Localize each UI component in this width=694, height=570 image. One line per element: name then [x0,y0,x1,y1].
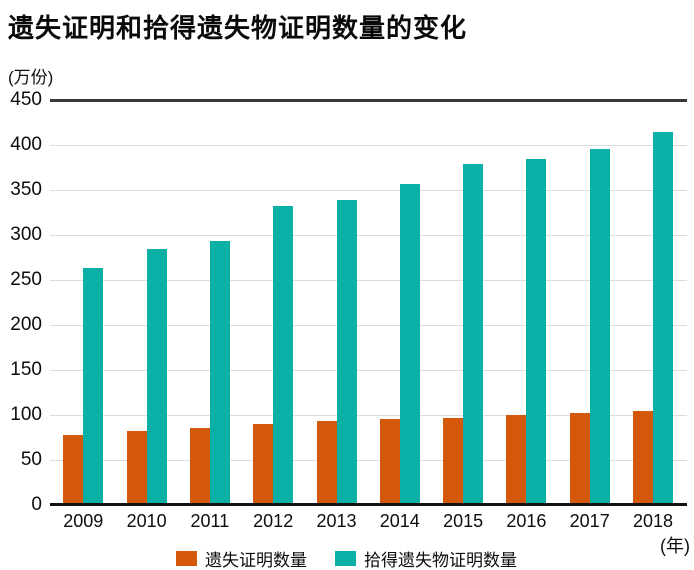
legend-swatch-icon [176,551,197,566]
bar-拾得遗失物证明数量-2009 [83,268,104,505]
x-tick-label-2012: 2012 [253,511,294,531]
bar-拾得遗失物证明数量-2016 [526,159,547,505]
gridline-350 [50,189,687,191]
x-tick-label-2018: 2018 [632,511,674,531]
gridline-100 [50,414,687,416]
bar-遗失证明数量-2017 [569,413,590,505]
legend-item-0: 遗失证明数量 [176,551,307,570]
bar-拾得遗失物证明数量-2013 [336,199,357,505]
bar-拾得遗失物证明数量-2018 [653,132,673,505]
y-tick-label-0: 0 [31,494,42,515]
bar-遗失证明数量-2013 [316,421,337,505]
x-axis-unit-label: (年) [660,536,690,556]
gridline-150 [50,369,687,371]
y-tick-label-250: 250 [10,269,42,290]
x-tick-label-2016: 2016 [506,511,547,531]
x-tick-label-2011: 2011 [190,511,230,531]
x-tick-label-2017: 2017 [569,511,610,531]
gridline-400 [50,144,687,146]
y-tick-label-200: 200 [10,314,42,335]
bar-遗失证明数量-2018 [633,410,653,505]
top-frame-line [50,99,687,102]
x-tick-label-2010: 2010 [126,511,167,531]
gridline-300 [50,234,687,236]
bar-拾得遗失物证明数量-2010 [146,249,167,505]
y-tick-label-50: 50 [20,449,42,470]
gridline-250 [50,279,687,281]
bar-遗失证明数量-2011 [189,427,210,505]
bar-遗失证明数量-2012 [253,424,274,505]
bar-遗失证明数量-2014 [379,418,400,505]
x-tick-label-2013: 2013 [316,511,357,531]
plot-area [50,99,687,506]
gridline-200 [50,324,687,326]
bar-拾得遗失物证明数量-2017 [589,148,610,505]
bar-拾得遗失物证明数量-2015 [463,163,484,505]
legend-swatch-icon [335,551,356,566]
bar-遗失证明数量-2009 [63,434,84,505]
bar-拾得遗失物证明数量-2012 [273,206,294,505]
y-tick-label-150: 150 [10,359,42,380]
x-tick-label-2015: 2015 [443,511,484,531]
bar-遗失证明数量-2016 [506,415,527,505]
x-axis-line [50,503,687,506]
x-tick-label-2014: 2014 [379,511,420,531]
gridline-50 [50,459,687,461]
chart-title: 遗失证明和拾得遗失物证明数量的变化 [8,13,468,43]
y-tick-label-450: 450 [10,89,42,110]
y-tick-label-400: 400 [10,134,42,155]
bar-遗失证明数量-2015 [443,417,464,505]
legend-label: 拾得遗失物证明数量 [364,551,517,570]
x-tick-label-2009: 2009 [63,511,104,531]
bar-拾得遗失物证明数量-2014 [399,183,420,505]
bar-拾得遗失物证明数量-2011 [209,241,230,505]
y-tick-label-350: 350 [10,179,42,200]
y-tick-label-100: 100 [10,404,42,425]
y-tick-label-300: 300 [10,224,42,245]
bar-遗失证明数量-2010 [126,431,147,505]
y-axis-unit-label: (万份) [8,68,54,87]
legend: 遗失证明数量 拾得遗失物证明数量 [176,551,517,570]
legend-label: 遗失证明数量 [205,551,307,570]
legend-item-1: 拾得遗失物证明数量 [335,551,517,570]
